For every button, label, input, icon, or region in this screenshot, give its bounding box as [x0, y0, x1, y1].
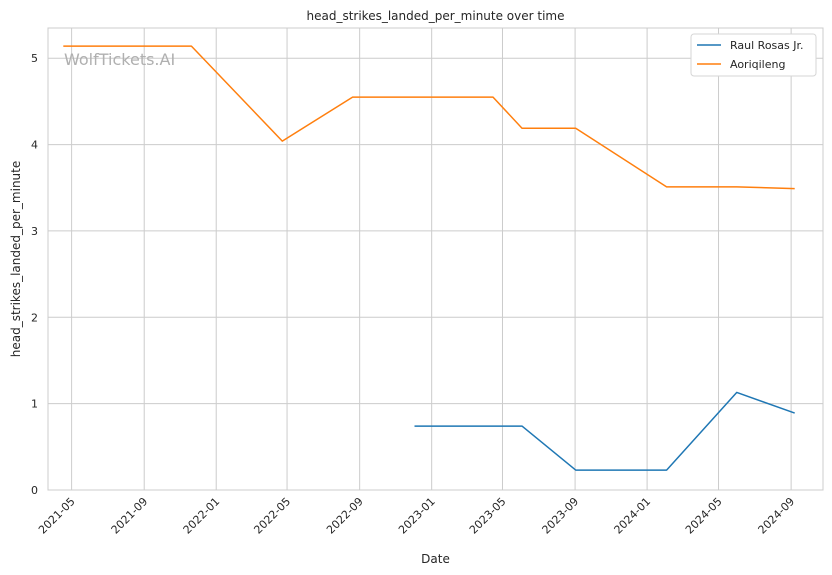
- legend-label-0: Raul Rosas Jr.: [730, 39, 804, 52]
- x-tick-label: 2023-01: [396, 495, 438, 537]
- series-line-1: [63, 45, 795, 190]
- x-tick-label: 2021-09: [109, 495, 151, 537]
- x-tick-label: 2024-01: [612, 495, 654, 537]
- legend-label-1: Aoriqileng: [730, 58, 785, 71]
- x-tick-label: 2022-05: [251, 495, 293, 537]
- y-tick-label: 3: [31, 225, 38, 238]
- y-tick-label: 5: [31, 52, 38, 65]
- x-tick-label: 2022-01: [181, 495, 223, 537]
- y-tick-label: 4: [31, 139, 38, 152]
- x-tick-label: 2023-05: [467, 495, 509, 537]
- y-tick-label: 0: [31, 484, 38, 497]
- legend-box: [690, 33, 817, 77]
- y-axis-label: head_strikes_landed_per_minute: [9, 161, 23, 358]
- y-tick-label: 1: [31, 398, 38, 411]
- y-axis-ticks: 0 1 2 3 4 5: [31, 52, 38, 497]
- plot-frame: [47, 27, 824, 491]
- x-tick-label: 2023-09: [540, 495, 582, 537]
- x-axis-label: Date: [421, 552, 450, 566]
- legend: Raul Rosas Jr. Aoriqileng: [690, 33, 817, 77]
- y-tick-label: 2: [31, 311, 38, 324]
- plot-background: [48, 28, 823, 490]
- series-line-0: [414, 391, 795, 471]
- grid: [48, 28, 823, 491]
- x-tick-label: 2024-05: [683, 495, 725, 537]
- x-tick-label: 2022-09: [324, 495, 366, 537]
- x-tick-label: 2024-09: [756, 495, 798, 537]
- series-layer: [63, 45, 795, 471]
- x-tick-label: 2021-05: [36, 495, 78, 537]
- chart-title: head_strikes_landed_per_minute over time: [306, 9, 564, 23]
- watermark: WolfTickets.AI: [64, 50, 175, 69]
- x-axis-ticks: 2021-05 2021-09 2022-01 2022-05 2022-09 2023-…: [36, 495, 797, 537]
